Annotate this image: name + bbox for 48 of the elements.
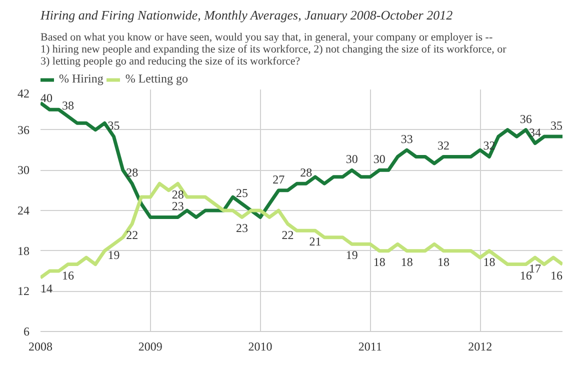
data-label: 40 [40,90,52,105]
data-label: 23 [236,221,248,236]
y-tick-label: 42 [18,86,30,100]
data-label: 25 [236,186,248,200]
data-label: 35 [108,118,120,133]
y-tick-label: 12 [18,284,30,298]
data-label: 16 [550,268,562,282]
data-label: 28 [126,166,138,180]
y-tick-label: 6 [24,324,30,338]
data-label: 28 [300,166,312,180]
data-label: 38 [62,98,74,112]
data-label: 33 [400,132,413,146]
data-label: 30 [346,152,358,166]
data-label: 35 [550,118,562,133]
data-label: 28 [172,188,184,202]
data-label: 23 [172,199,184,214]
data-label: 18 [437,254,450,269]
data-label: 34 [529,125,542,140]
x-tick-label: 2010 [248,340,272,354]
data-label: 32 [437,138,450,153]
data-label: 27 [272,172,285,186]
data-label: 19 [346,248,358,262]
data-label: 21 [309,234,322,249]
data-label: 22 [282,228,294,242]
y-tick-label: 30 [18,163,30,178]
data-label: 18 [483,254,496,269]
chart-subtitle: Based on what you know or have seen, would you say that, in general, your company or employer is -- 1) hiring new people and expanding the size of its workforce, 2) not changing the size of its workforce, or 3) letting people go and reducing the size of its workforce? [40,32,507,68]
data-label: 30 [373,152,386,166]
y-tick-label: 18 [18,244,30,258]
chart-title: Hiring and Firing Nationwide, Monthly Averages, January 2008-October 2012 [40,8,454,22]
legend-label: % Hiring [59,72,104,86]
x-tick-label: 2012 [468,340,492,354]
line-series [40,182,562,280]
legend-label: % Letting go [125,72,188,86]
x-tick-label: 2011 [358,340,382,354]
y-tick-label: 24 [18,204,30,218]
y-tick-label: 36 [18,122,30,137]
data-label: 19 [108,248,120,262]
data-label: 36 [520,112,532,126]
data-label: 18 [373,254,386,269]
data-label: 14 [40,282,52,296]
data-label: 16 [62,268,74,282]
data-label: 16 [520,268,532,282]
data-label: 18 [400,254,413,269]
data-label: 22 [126,228,138,242]
x-tick-label: 2009 [138,340,162,354]
line-series [40,101,562,219]
x-tick-label: 2008 [28,340,52,354]
